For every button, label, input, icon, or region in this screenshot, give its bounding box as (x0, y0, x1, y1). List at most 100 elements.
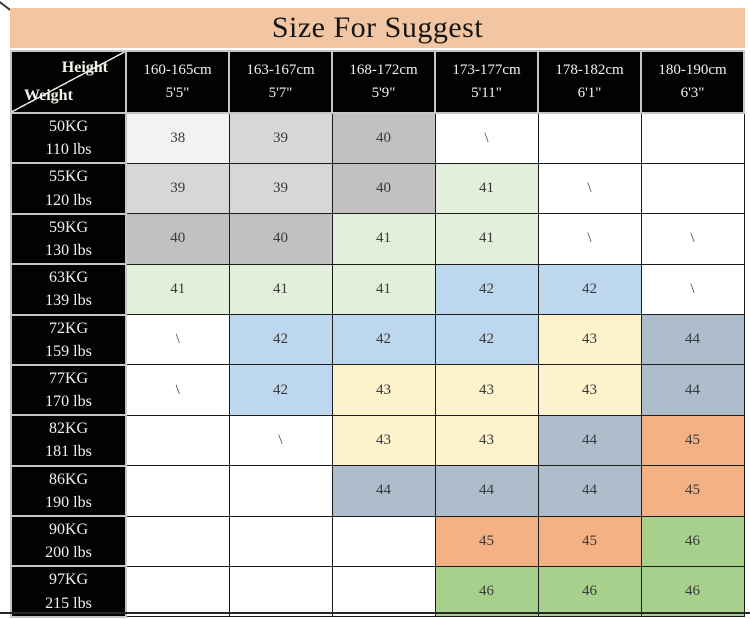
row-header-kg: 90KG (48, 521, 89, 538)
table-row: 50KG 110 lbs 38 39 40 \ (10, 111, 745, 165)
col-header: 168-172cm 5'9" (331, 50, 436, 114)
size-cell: 41 (331, 213, 436, 265)
size-cell: 44 (331, 465, 436, 517)
col-header-cm: 160-165cm (143, 61, 212, 78)
row-header: 90KG 200 lbs (10, 514, 127, 568)
table-row: 59KG 130 lbs 40 40 41 41 \ \ (10, 212, 745, 266)
table-row: 77KG 170 lbs \ 42 43 43 43 44 (10, 363, 745, 417)
row-header-lbs: 181 lbs (45, 443, 92, 461)
row-header: 86KG 190 lbs (10, 464, 127, 518)
size-cell: 44 (434, 465, 539, 517)
size-cell (125, 414, 230, 467)
size-cell: \ (228, 414, 333, 467)
size-cell: 42 (331, 313, 436, 366)
col-header-cm: 168-172cm (349, 61, 418, 78)
row-header-kg: 97KG (48, 571, 89, 589)
row-header-lbs: 190 lbs (45, 493, 92, 511)
table-row: 72KG 159 lbs \ 42 42 42 43 44 (10, 313, 745, 366)
size-cell: 45 (434, 515, 539, 567)
row-header-kg: 72KG (48, 319, 89, 337)
row-header: 59KG 130 lbs (10, 212, 127, 266)
size-cell: 46 (434, 565, 539, 618)
size-cell: 41 (228, 263, 333, 316)
size-cell: 43 (537, 313, 642, 366)
size-cell: 40 (228, 213, 333, 265)
col-header: 178-182cm 6'1" (537, 50, 642, 114)
col-header-cm: 173-177cm (452, 61, 521, 78)
table-row: 63KG 139 lbs 41 41 41 42 42 \ (10, 263, 745, 316)
col-header-ft: 5'7" (268, 85, 293, 101)
size-cell: \ (537, 213, 642, 265)
row-header-lbs: 130 lbs (45, 241, 92, 259)
row-header-lbs: 159 lbs (45, 342, 92, 360)
col-header-ft: 5'11" (471, 85, 502, 101)
size-cell (125, 515, 230, 567)
col-header: 180-190cm 6'3" (640, 50, 745, 114)
col-header: 163-167cm 5'7" (228, 50, 333, 114)
size-cell: 45 (640, 414, 745, 467)
row-header-kg: 82KG (48, 420, 89, 438)
row-header: 82KG 181 lbs (10, 414, 127, 467)
row-header-lbs: 215 lbs (45, 594, 92, 612)
row-header-lbs: 170 lbs (45, 393, 92, 411)
col-header-ft: 6'3" (680, 85, 705, 101)
size-cell: 42 (228, 313, 333, 366)
size-cell: \ (640, 263, 745, 316)
size-cell: 46 (640, 565, 745, 618)
header-row: Height Weight 160-165cm 5'5" 163-167cm 5'7"… (10, 50, 745, 114)
row-header: 50KG 110 lbs (10, 111, 127, 165)
size-cell: 43 (434, 364, 539, 416)
size-cell: 42 (434, 313, 539, 366)
size-cell: 42 (434, 263, 539, 316)
size-cell: 46 (537, 565, 642, 618)
size-cell (640, 112, 745, 164)
page-title: Size For Suggest (10, 8, 745, 48)
size-cell: 39 (125, 162, 230, 215)
weight-axis-label: Weight (24, 87, 73, 104)
size-cell: \ (640, 213, 745, 265)
size-cell: \ (537, 162, 642, 215)
size-cell: 41 (125, 263, 230, 316)
size-cell (640, 162, 745, 215)
size-cell: 44 (537, 465, 642, 517)
size-cell: \ (125, 364, 230, 416)
size-cell: 46 (640, 515, 745, 567)
size-cell (228, 465, 333, 517)
size-cell: 44 (640, 313, 745, 366)
size-cell: 43 (331, 414, 436, 467)
bottom-border-line (0, 612, 750, 614)
size-cell: 42 (228, 364, 333, 416)
table-body: 50KG 110 lbs 38 39 40 \ 55KG 120 lbs 39 39 40 41 \ 59… (10, 111, 745, 618)
size-cell: 38 (125, 112, 230, 164)
col-header-cm: 163-167cm (246, 61, 315, 78)
size-cell (331, 565, 436, 618)
row-header-kg: 77KG (48, 369, 89, 387)
row-header: 77KG 170 lbs (10, 363, 127, 417)
size-cell: \ (434, 112, 539, 164)
size-cell: 43 (537, 364, 642, 416)
size-cell: 44 (640, 364, 745, 416)
size-cell: 42 (537, 263, 642, 316)
row-header-kg: 50KG (48, 118, 89, 135)
col-header-ft: 6'1" (577, 85, 602, 101)
size-cell: 43 (331, 364, 436, 416)
row-header: 97KG 215 lbs (10, 565, 127, 618)
col-header: 173-177cm 5'11" (434, 50, 539, 114)
row-header: 63KG 139 lbs (10, 263, 127, 316)
col-header-cm: 180-190cm (658, 61, 727, 78)
row-header: 72KG 159 lbs (10, 313, 127, 366)
col-header-cm: 178-182cm (555, 61, 624, 78)
col-header-ft: 5'9" (371, 85, 396, 101)
size-chart: Size For Suggest Height Weight 160-165cm… (10, 8, 745, 618)
table-row: 97KG 215 lbs 46 46 46 (10, 565, 745, 618)
size-cell: 41 (331, 263, 436, 316)
size-cell: 40 (125, 213, 230, 265)
size-cell: 43 (434, 414, 539, 467)
row-header: 55KG 120 lbs (10, 162, 127, 215)
size-cell: 45 (640, 465, 745, 517)
col-header-ft: 5'5" (165, 85, 190, 101)
size-cell: 41 (434, 213, 539, 265)
size-cell: 44 (537, 414, 642, 467)
table-row: 90KG 200 lbs 45 45 46 (10, 514, 745, 568)
size-cell (228, 565, 333, 618)
